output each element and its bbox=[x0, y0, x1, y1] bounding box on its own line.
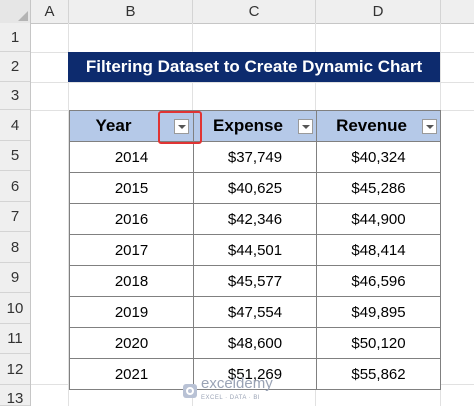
header-year-label: Year bbox=[95, 116, 132, 135]
table-row: 2017 $44,501 $48,414 bbox=[69, 234, 441, 266]
cell-revenue[interactable]: $49,895 bbox=[316, 296, 441, 328]
header-year[interactable]: Year bbox=[69, 110, 194, 142]
cell-expense[interactable]: $47,554 bbox=[193, 296, 317, 328]
table-row: 2019 $47,554 $49,895 bbox=[69, 296, 441, 328]
row-header-1[interactable]: 1 bbox=[0, 23, 30, 52]
cell-year[interactable]: 2020 bbox=[69, 327, 194, 359]
table-header-row: Year Expense Revenue bbox=[69, 110, 441, 142]
cell-year[interactable]: 2019 bbox=[69, 296, 194, 328]
row-header-13[interactable]: 13 bbox=[0, 385, 30, 407]
column-header-bar: A B C D bbox=[0, 0, 474, 24]
row-header-7[interactable]: 7 bbox=[0, 202, 30, 232]
row-header-4[interactable]: 4 bbox=[0, 110, 30, 141]
data-table: Year Expense Revenue 2014 $37,749 $40,32… bbox=[69, 110, 441, 390]
column-header-d[interactable]: D bbox=[316, 0, 441, 23]
select-all-button[interactable] bbox=[0, 0, 31, 23]
cell-revenue[interactable]: $55,862 bbox=[316, 358, 441, 390]
cell-year[interactable]: 2016 bbox=[69, 203, 194, 235]
column-header-c[interactable]: C bbox=[193, 0, 316, 23]
watermark-text: exceldemy EXCEL · DATA · BI bbox=[201, 375, 273, 405]
header-revenue[interactable]: Revenue bbox=[316, 110, 441, 142]
cell-expense[interactable]: $51,269 bbox=[193, 358, 317, 390]
row-header-12[interactable]: 12 bbox=[0, 354, 30, 385]
cell-revenue[interactable]: $46,596 bbox=[316, 265, 441, 297]
cell-expense[interactable]: $40,625 bbox=[193, 172, 317, 204]
cell-year[interactable]: 2015 bbox=[69, 172, 194, 204]
table-row: 2020 $48,600 $50,120 bbox=[69, 327, 441, 359]
cell-year[interactable]: 2018 bbox=[69, 265, 194, 297]
table-row: 2021 $51,269 $55,862 bbox=[69, 358, 441, 390]
filter-button-highlight bbox=[158, 111, 202, 144]
column-header-b[interactable]: B bbox=[69, 0, 193, 23]
cell-expense[interactable]: $42,346 bbox=[193, 203, 317, 235]
header-expense[interactable]: Expense bbox=[193, 110, 317, 142]
table-row: 2015 $40,625 $45,286 bbox=[69, 172, 441, 204]
row-header-2[interactable]: 2 bbox=[0, 52, 30, 82]
header-expense-label: Expense bbox=[213, 116, 283, 135]
watermark-name: exceldemy bbox=[201, 375, 273, 392]
chevron-down-icon[interactable] bbox=[298, 119, 313, 134]
cell-year[interactable]: 2014 bbox=[69, 141, 194, 173]
chevron-down-icon[interactable] bbox=[422, 119, 437, 134]
exceldemy-watermark: exceldemy EXCEL · DATA · BI bbox=[183, 375, 273, 405]
sheet-title[interactable]: Filtering Dataset to Create Dynamic Char… bbox=[68, 52, 440, 82]
cell-expense[interactable]: $45,577 bbox=[193, 265, 317, 297]
exceldemy-logo-icon bbox=[183, 384, 197, 398]
cell-revenue[interactable]: $48,414 bbox=[316, 234, 441, 266]
cell-revenue[interactable]: $40,324 bbox=[316, 141, 441, 173]
cell-year[interactable]: 2021 bbox=[69, 358, 194, 390]
cell-expense[interactable]: $37,749 bbox=[193, 141, 317, 173]
table-row: 2016 $42,346 $44,900 bbox=[69, 203, 441, 235]
table-row: 2018 $45,577 $46,596 bbox=[69, 265, 441, 297]
column-header-a[interactable]: A bbox=[31, 0, 69, 23]
cell-year[interactable]: 2017 bbox=[69, 234, 194, 266]
cell-revenue[interactable]: $44,900 bbox=[316, 203, 441, 235]
cell-expense[interactable]: $44,501 bbox=[193, 234, 317, 266]
cell-revenue[interactable]: $50,120 bbox=[316, 327, 441, 359]
row-header-6[interactable]: 6 bbox=[0, 171, 30, 202]
select-all-icon bbox=[18, 11, 28, 21]
cell-revenue[interactable]: $45,286 bbox=[316, 172, 441, 204]
gridline bbox=[31, 82, 474, 83]
cell-expense[interactable]: $48,600 bbox=[193, 327, 317, 359]
row-header-5[interactable]: 5 bbox=[0, 141, 30, 171]
row-header-bar: 1 2 3 4 5 6 7 8 9 10 11 12 13 bbox=[0, 23, 31, 407]
header-revenue-label: Revenue bbox=[336, 116, 407, 135]
row-header-10[interactable]: 10 bbox=[0, 293, 30, 324]
row-header-3[interactable]: 3 bbox=[0, 82, 30, 110]
gridline bbox=[440, 23, 441, 406]
row-header-8[interactable]: 8 bbox=[0, 232, 30, 263]
gridline bbox=[68, 23, 69, 406]
row-header-9[interactable]: 9 bbox=[0, 263, 30, 293]
watermark-tagline: EXCEL · DATA · BI bbox=[201, 395, 261, 401]
row-header-11[interactable]: 11 bbox=[0, 324, 30, 354]
chevron-down-icon[interactable] bbox=[174, 119, 189, 134]
table-row: 2014 $37,749 $40,324 bbox=[69, 141, 441, 173]
